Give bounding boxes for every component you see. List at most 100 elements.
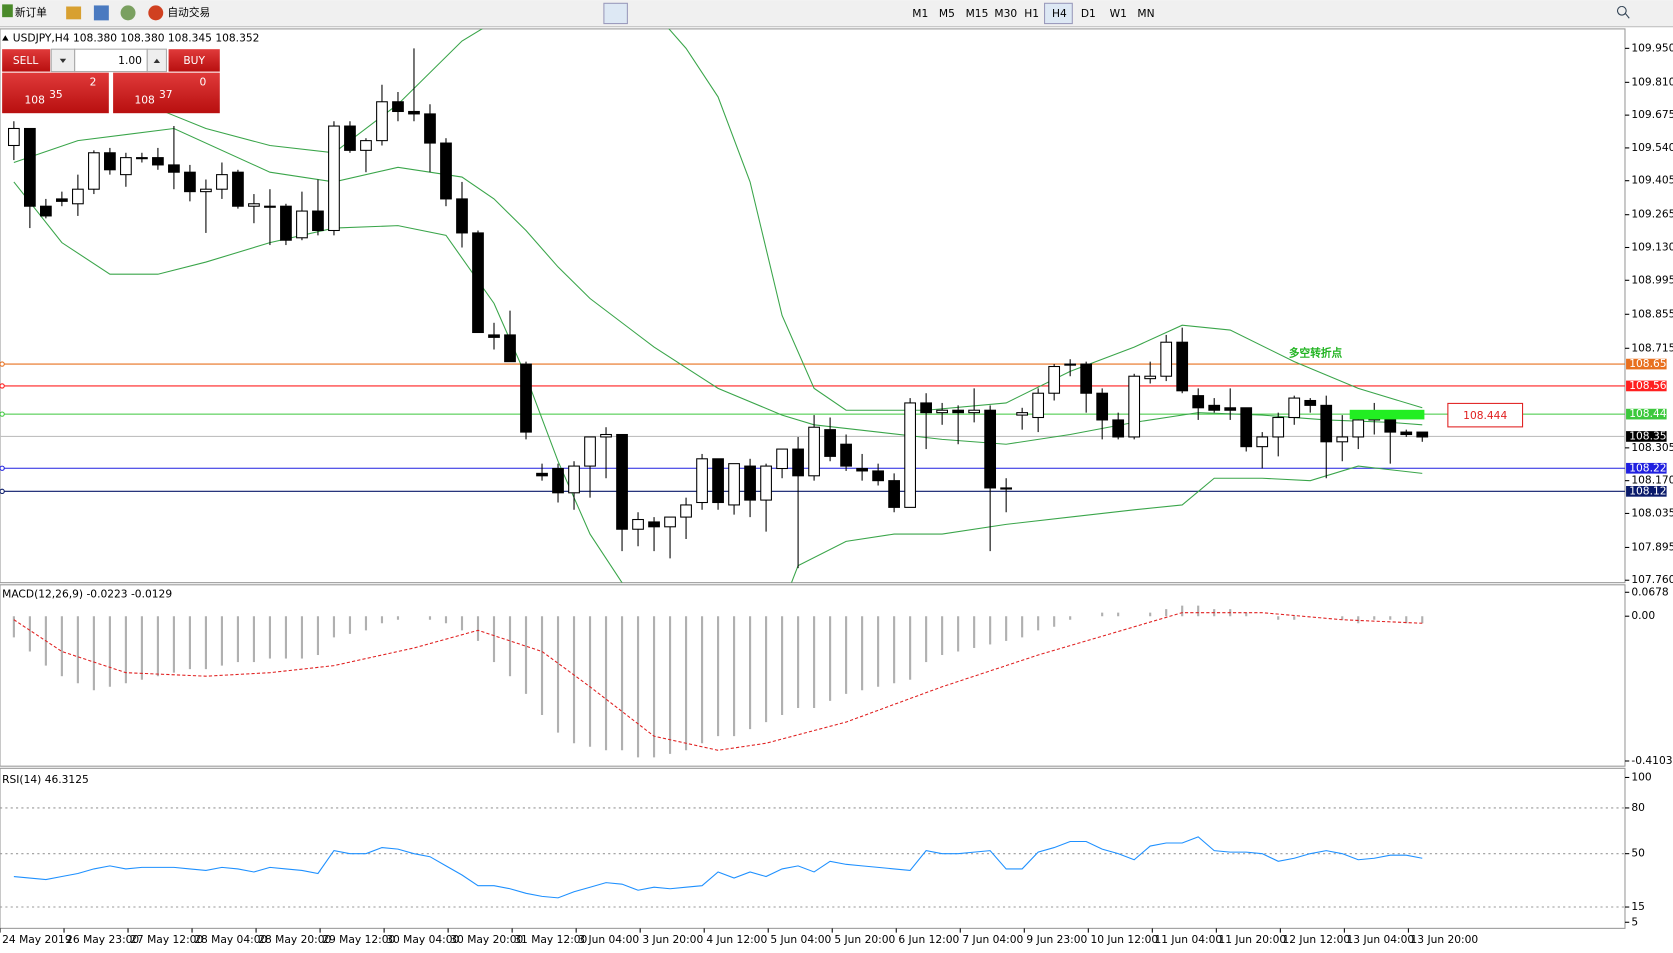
icon — [148, 5, 164, 21]
cursor-tool[interactable] — [603, 2, 628, 25]
candle-body — [568, 465, 580, 494]
candle-body — [520, 363, 532, 433]
auto-trade-button[interactable]: 自动交易 — [148, 5, 211, 21]
lot-value[interactable]: 1.00 — [118, 54, 142, 67]
candle-body — [792, 448, 804, 477]
timeframe[interactable]: M15 — [966, 7, 989, 20]
timeframe[interactable]: W1 — [1110, 7, 1127, 20]
x-tick-label: 28 May 20:00 — [258, 933, 331, 946]
x-tick-label: 29 May 12:00 — [322, 933, 395, 946]
level-label: 108.126 — [1629, 484, 1673, 497]
candle-body — [136, 157, 148, 160]
icon[interactable] — [66, 6, 82, 20]
rsi-header: RSI(14) 46.3125 — [2, 773, 89, 786]
timeframe[interactable]: D1 — [1081, 7, 1096, 20]
candle-body — [1400, 431, 1413, 436]
sell-button[interactable] — [2, 49, 51, 72]
candle-body — [296, 210, 308, 239]
price-plot — [0, 28, 1625, 583]
level-label-box — [1626, 462, 1667, 474]
candle-body — [72, 188, 84, 205]
x-tick-label: 9 Jun 23:00 — [1026, 933, 1087, 946]
icon — [2, 4, 13, 18]
candle-body — [536, 472, 548, 477]
candle-body — [1352, 419, 1365, 438]
current-label-box — [1626, 431, 1667, 442]
candle-body — [728, 463, 740, 506]
candle-body — [440, 142, 452, 200]
candle-body — [472, 232, 484, 334]
candle-body — [984, 409, 997, 489]
candle-body — [504, 334, 516, 363]
icon[interactable] — [120, 5, 136, 21]
candle-body — [1112, 419, 1125, 438]
timeframe[interactable]: H1 — [1024, 7, 1039, 20]
y-tick-label: 108.170 — [1631, 474, 1673, 487]
rsi-plot — [0, 807, 1625, 908]
candle-body — [1288, 397, 1301, 419]
candle-body — [1080, 363, 1093, 394]
level-label-box — [1626, 380, 1667, 392]
price-panel — [0, 28, 1626, 584]
candle-body — [920, 402, 932, 414]
macd-signal — [13, 612, 1423, 751]
buy-button[interactable] — [168, 49, 220, 72]
candle-body — [56, 198, 68, 202]
button-label: 自动交易 — [168, 6, 211, 19]
x-tick-label: 30 May 20:00 — [450, 933, 523, 946]
search-icon[interactable] — [1617, 5, 1630, 19]
level-label-box — [1626, 486, 1667, 497]
timeframe[interactable]: M30 — [994, 7, 1017, 20]
buy-label[interactable]: BUY — [183, 54, 205, 67]
highlight-bar — [1349, 409, 1425, 420]
quote-big: 108 — [134, 93, 155, 106]
candle-body — [344, 125, 356, 151]
candle-body — [232, 171, 244, 207]
candle-body — [744, 465, 756, 501]
price-label-box — [1447, 402, 1524, 428]
candle-body — [1160, 341, 1173, 377]
x-tick-label: 11 Jun 20:00 — [1218, 933, 1286, 946]
quote-main: 35 — [49, 88, 63, 101]
x-tick-label: 12 Jun 12:00 — [1282, 933, 1350, 946]
price-label: 108.444 — [1463, 409, 1507, 422]
x-tick-label: 4 Jun 12:00 — [706, 933, 767, 946]
x-tick-label: 11 Jun 04:00 — [1154, 933, 1222, 946]
timeframe[interactable]: M5 — [939, 7, 955, 20]
sell-label[interactable]: SELL — [13, 54, 38, 67]
candle-body — [312, 210, 324, 232]
candle-body — [1128, 375, 1141, 438]
level-label: 108.560 — [1629, 379, 1673, 392]
candle-body — [824, 429, 836, 457]
candle-body — [1416, 431, 1429, 438]
candle-body — [872, 470, 884, 482]
new-order-button[interactable]: 新订单 — [2, 4, 47, 19]
quote-main: 37 — [159, 88, 173, 101]
icon[interactable] — [93, 5, 109, 21]
quote-pip: 0 — [200, 75, 207, 88]
candle-body — [600, 433, 612, 438]
candle-body — [216, 174, 228, 190]
timeframe[interactable]: MN — [1137, 7, 1154, 20]
selected-frame — [1044, 2, 1073, 25]
candle-body — [1096, 392, 1109, 421]
timeframe[interactable]: M1 — [912, 7, 928, 20]
rsi-panel — [0, 767, 1626, 929]
y-tick-label: 108.035 — [1631, 506, 1673, 519]
y-tick-label: 108.855 — [1631, 307, 1673, 320]
candle-body — [616, 433, 628, 530]
candle-body — [1032, 392, 1045, 419]
candle-body — [1208, 404, 1221, 411]
buy-quote[interactable] — [113, 72, 220, 114]
candle-body — [952, 409, 965, 414]
candle-body — [392, 101, 404, 113]
dropdown-arrow — [59, 58, 67, 64]
timeframe[interactable]: H4 — [1052, 7, 1067, 20]
candle-body — [760, 465, 772, 501]
x-tick-label: 13 Jun 20:00 — [1411, 933, 1479, 946]
macd-panel — [0, 584, 1626, 767]
candle-body — [1016, 412, 1029, 416]
x-tick-label: 3 Jun 04:00 — [578, 933, 639, 946]
sell-quote[interactable] — [2, 72, 109, 114]
candle-body — [8, 127, 20, 147]
